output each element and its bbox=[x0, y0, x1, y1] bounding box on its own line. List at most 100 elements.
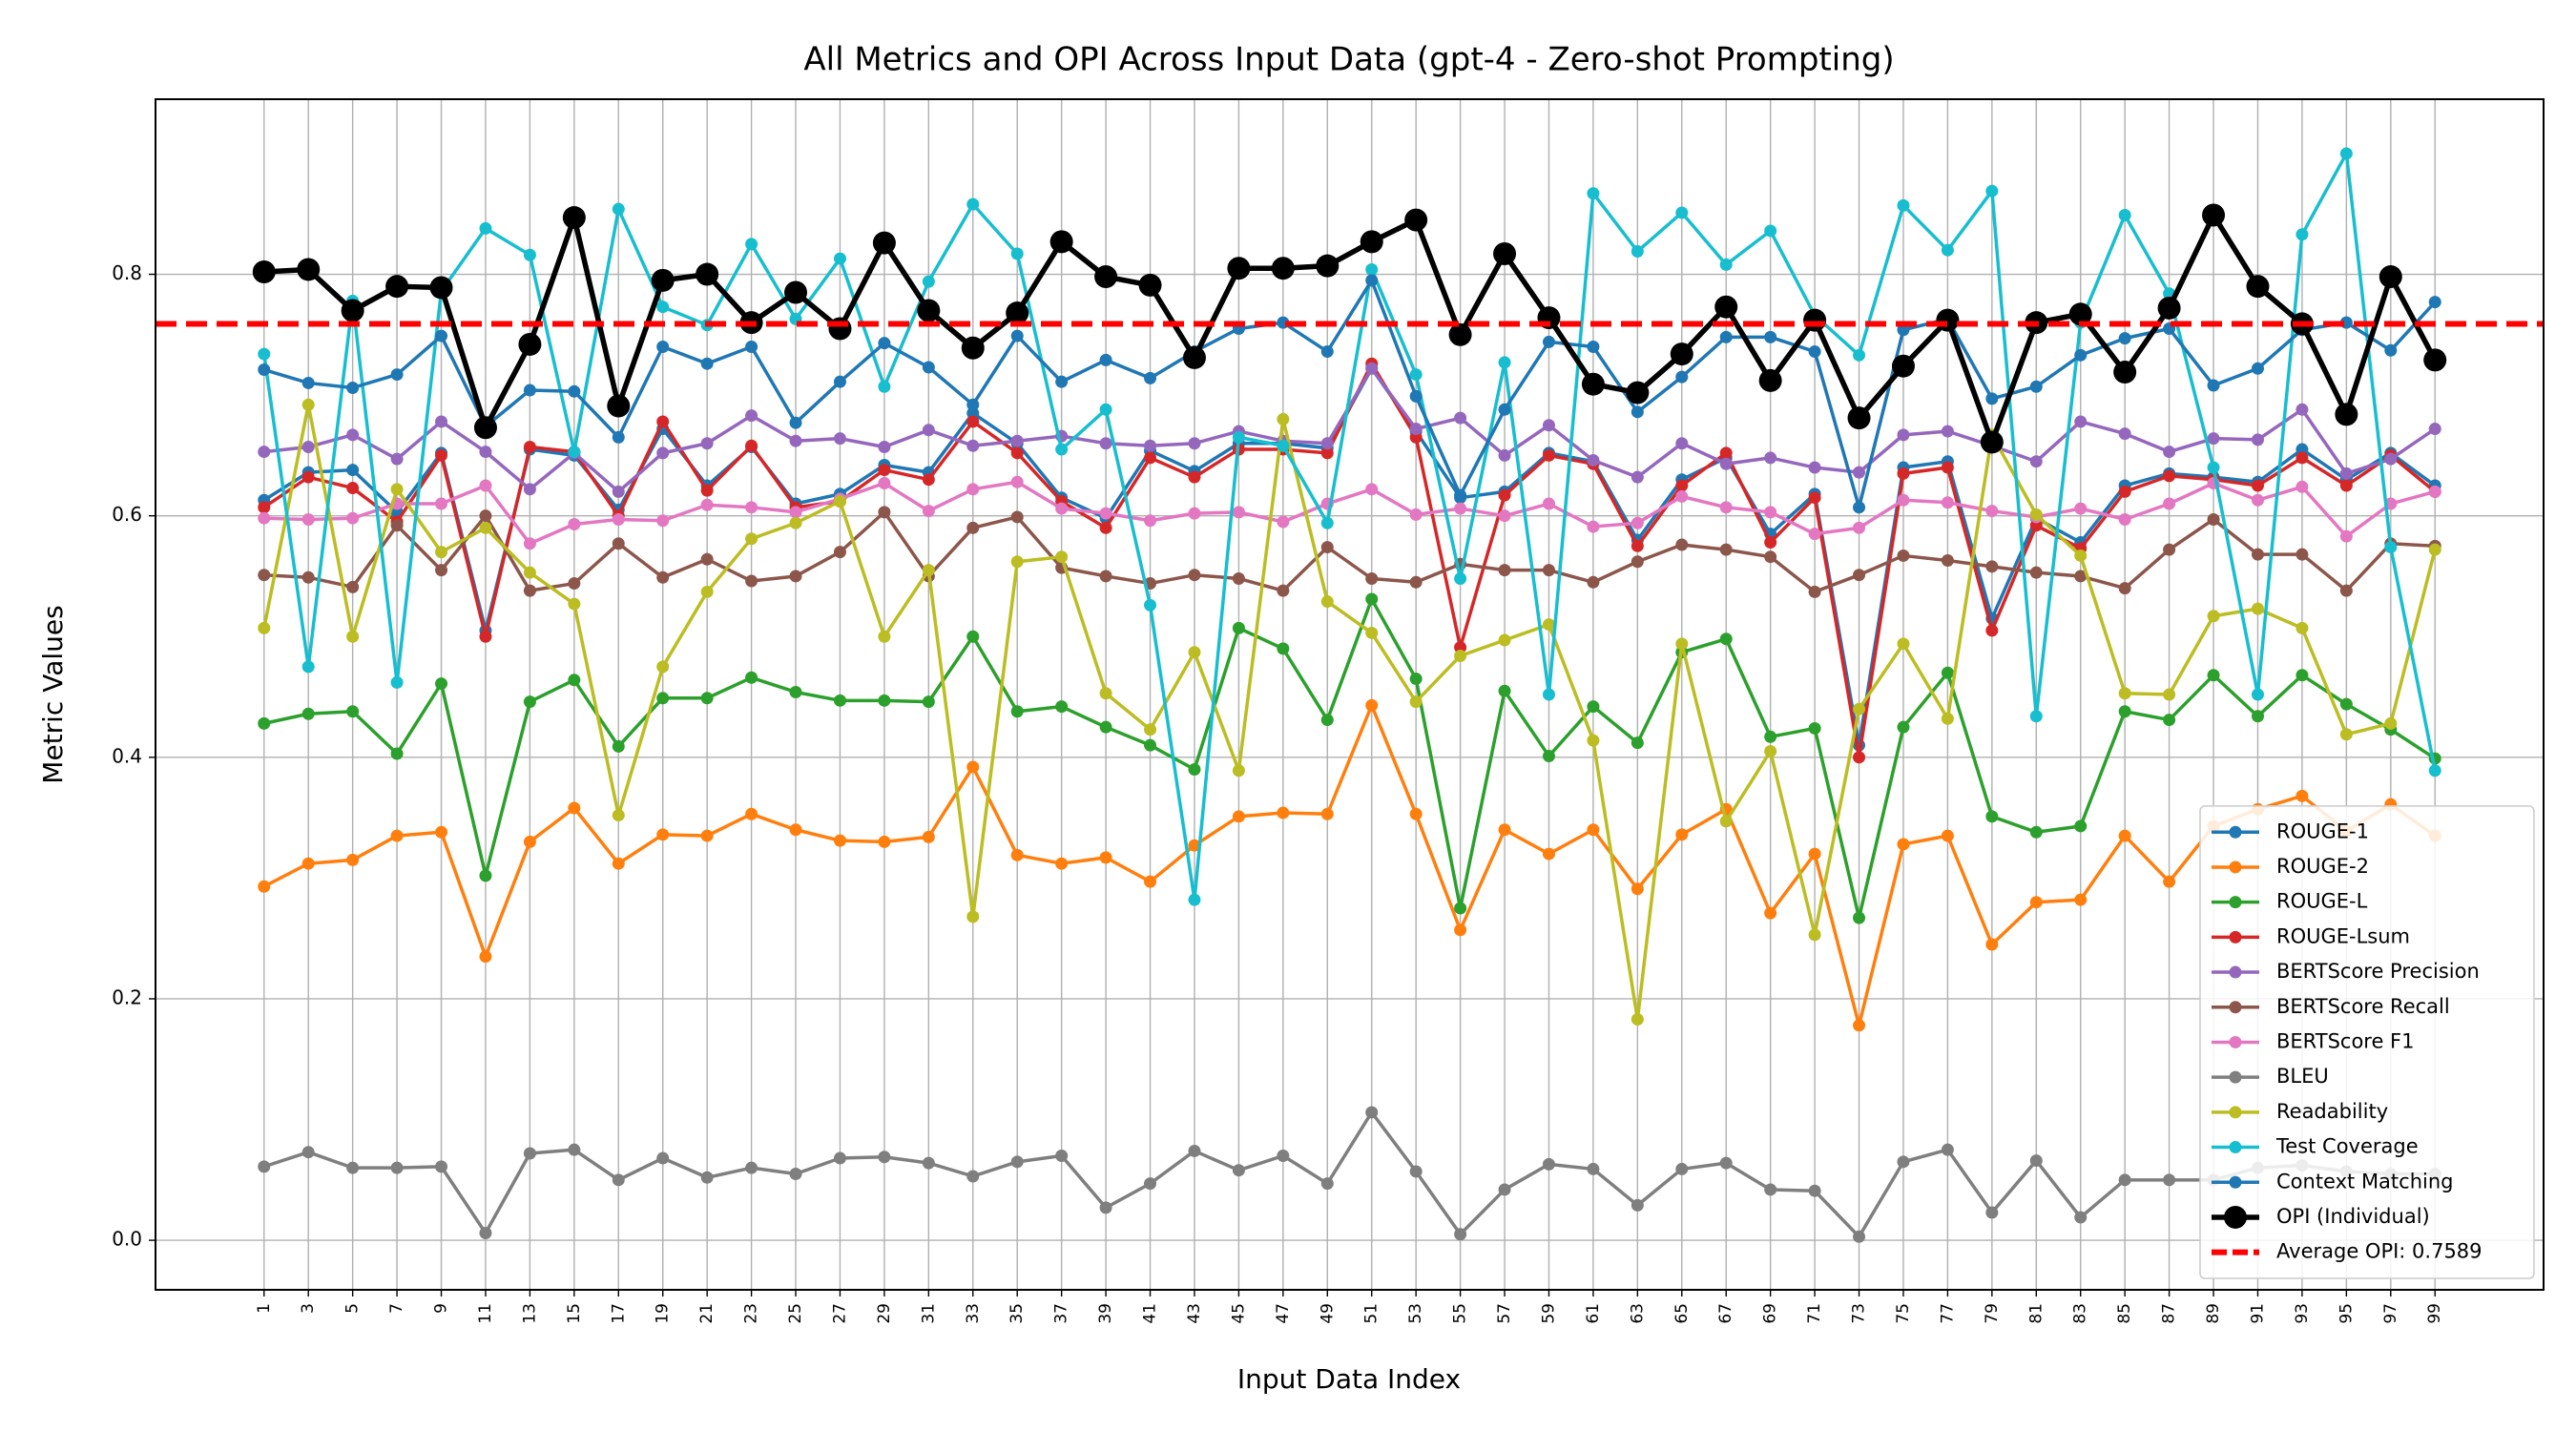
data-point bbox=[1719, 501, 1733, 514]
x-tick-label: 61 bbox=[1584, 1303, 1603, 1324]
data-point bbox=[745, 671, 758, 684]
series-line bbox=[263, 1110, 2436, 1239]
data-point bbox=[1941, 243, 1954, 257]
x-tick-label: 65 bbox=[1672, 1303, 1692, 1324]
data-point bbox=[1675, 370, 1689, 384]
series-line bbox=[263, 279, 2437, 509]
x-tick-label: 45 bbox=[1229, 1303, 1248, 1324]
data-point bbox=[2207, 432, 2220, 446]
data-point bbox=[1365, 274, 1379, 287]
data-point bbox=[1182, 345, 1206, 369]
data-point bbox=[1985, 560, 1999, 573]
data-point bbox=[2029, 1154, 2043, 1168]
data-point bbox=[1714, 295, 1738, 319]
data-point bbox=[700, 437, 714, 450]
data-point bbox=[1055, 443, 1069, 456]
legend-label: ROUGE-1 bbox=[2276, 819, 2369, 842]
data-point bbox=[1144, 875, 1157, 888]
data-point bbox=[1188, 470, 1201, 484]
data-point bbox=[1542, 618, 1555, 632]
data-point bbox=[2296, 480, 2309, 493]
data-point bbox=[1631, 516, 1644, 529]
data-point bbox=[878, 441, 891, 454]
data-point bbox=[301, 376, 315, 389]
data-point bbox=[878, 380, 891, 393]
legend-marker bbox=[2229, 1001, 2242, 1014]
data-point bbox=[789, 1167, 802, 1180]
data-point bbox=[258, 347, 271, 361]
data-point bbox=[1675, 828, 1689, 841]
data-point bbox=[1897, 549, 1910, 562]
data-point bbox=[301, 441, 315, 454]
data-point bbox=[833, 432, 846, 446]
data-point bbox=[1891, 354, 1915, 378]
data-point bbox=[2074, 549, 2088, 562]
data-point bbox=[612, 512, 625, 526]
data-point bbox=[789, 516, 802, 529]
legend-label: OPI (Individual) bbox=[2276, 1205, 2430, 1228]
data-point bbox=[1808, 1184, 1821, 1197]
data-point bbox=[1409, 575, 1423, 589]
data-point bbox=[607, 394, 631, 418]
data-point bbox=[1985, 392, 1999, 405]
data-point bbox=[435, 677, 448, 691]
data-point bbox=[479, 509, 492, 523]
data-point bbox=[1316, 254, 1340, 278]
data-point bbox=[1277, 1150, 1290, 1163]
data-point bbox=[301, 1146, 315, 1159]
data-point bbox=[258, 621, 271, 634]
data-point bbox=[1631, 405, 1644, 419]
data-point bbox=[1941, 425, 1954, 438]
data-point bbox=[2118, 705, 2131, 718]
data-point bbox=[1764, 536, 1777, 550]
data-point bbox=[2296, 789, 2309, 802]
data-point bbox=[2118, 512, 2131, 526]
x-tick-label: 79 bbox=[1983, 1303, 2002, 1324]
data-point bbox=[2379, 265, 2402, 289]
data-point bbox=[966, 197, 980, 211]
series-line bbox=[262, 152, 2437, 902]
data-point bbox=[966, 415, 980, 428]
data-point bbox=[1941, 712, 1954, 725]
legend-label: BERTScore Recall bbox=[2276, 995, 2450, 1018]
data-point bbox=[562, 206, 586, 230]
data-point bbox=[1631, 539, 1644, 552]
data-point bbox=[833, 694, 846, 707]
data-point bbox=[2207, 512, 2220, 526]
data-point bbox=[1764, 451, 1777, 465]
data-point bbox=[1808, 491, 1821, 505]
data-point bbox=[1803, 308, 1827, 332]
data-point bbox=[789, 570, 802, 583]
data-point bbox=[1144, 598, 1157, 612]
data-point bbox=[2029, 566, 2043, 579]
legend-marker bbox=[2229, 861, 2242, 874]
data-point bbox=[2163, 714, 2176, 727]
data-point bbox=[1188, 437, 1201, 450]
data-point bbox=[1099, 687, 1112, 700]
data-point bbox=[1055, 857, 1069, 870]
data-point bbox=[2339, 584, 2353, 597]
x-tick-label: 77 bbox=[1938, 1303, 1957, 1324]
data-point bbox=[390, 519, 404, 532]
data-point bbox=[568, 384, 581, 398]
data-point bbox=[2207, 461, 2220, 474]
x-tick-label: 83 bbox=[2071, 1303, 2090, 1324]
data-point bbox=[1409, 508, 1423, 521]
data-point bbox=[1409, 807, 1423, 820]
data-point bbox=[833, 494, 846, 508]
data-point bbox=[1675, 479, 1689, 492]
data-point bbox=[1277, 412, 1290, 425]
data-point bbox=[1897, 838, 1910, 851]
data-point bbox=[1010, 434, 1024, 447]
data-point bbox=[1498, 1183, 1511, 1196]
data-point bbox=[1897, 1155, 1910, 1169]
x-tick-label: 5 bbox=[343, 1303, 363, 1314]
data-point bbox=[435, 415, 448, 428]
data-point bbox=[390, 829, 404, 842]
data-point bbox=[258, 1160, 271, 1173]
data-point bbox=[1853, 702, 1866, 716]
data-point bbox=[2423, 348, 2447, 372]
data-point bbox=[1675, 637, 1689, 651]
x-tick-label: 13 bbox=[520, 1303, 539, 1324]
data-point bbox=[429, 276, 453, 300]
